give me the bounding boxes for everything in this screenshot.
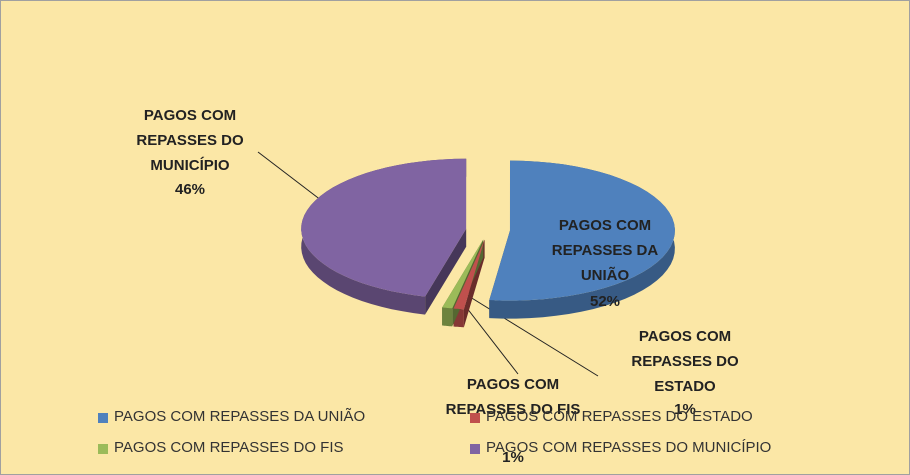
slice	[489, 160, 675, 301]
legend-label: PAGOS COM REPASSES DO FIS	[114, 439, 344, 456]
leader-line	[257, 151, 331, 208]
data-label: PAGOS COM REPASSES DO ESTADO	[631, 328, 739, 395]
legend-label: PAGOS COM REPASSES DO MUNICÍPIO	[486, 439, 772, 456]
slice-wall	[442, 307, 453, 327]
data-label: PAGOS COM REPASSES DA UNIÃO	[551, 217, 659, 284]
data-label: PAGOS COM REPASSES DO MUNICÍPIO	[136, 107, 244, 174]
legend-swatch	[470, 444, 480, 454]
data-label-value: 1%	[674, 401, 696, 418]
slice	[301, 158, 467, 297]
legend-swatch	[470, 413, 480, 423]
slice	[453, 239, 485, 310]
slice-wall	[489, 160, 675, 319]
legend-label: PAGOS COM REPASSES DO ESTADO	[486, 408, 753, 425]
slice-side	[425, 228, 467, 315]
legend-label: PAGOS COM REPASSES DA UNIÃO	[114, 408, 366, 425]
data-label-value: 1%	[502, 449, 524, 466]
slice	[442, 239, 484, 309]
data-label-value: 52%	[589, 293, 621, 310]
legend-swatch	[98, 413, 108, 423]
leader-line	[461, 291, 599, 377]
data-label-value: 46%	[174, 181, 206, 198]
legend-swatch	[98, 444, 108, 454]
